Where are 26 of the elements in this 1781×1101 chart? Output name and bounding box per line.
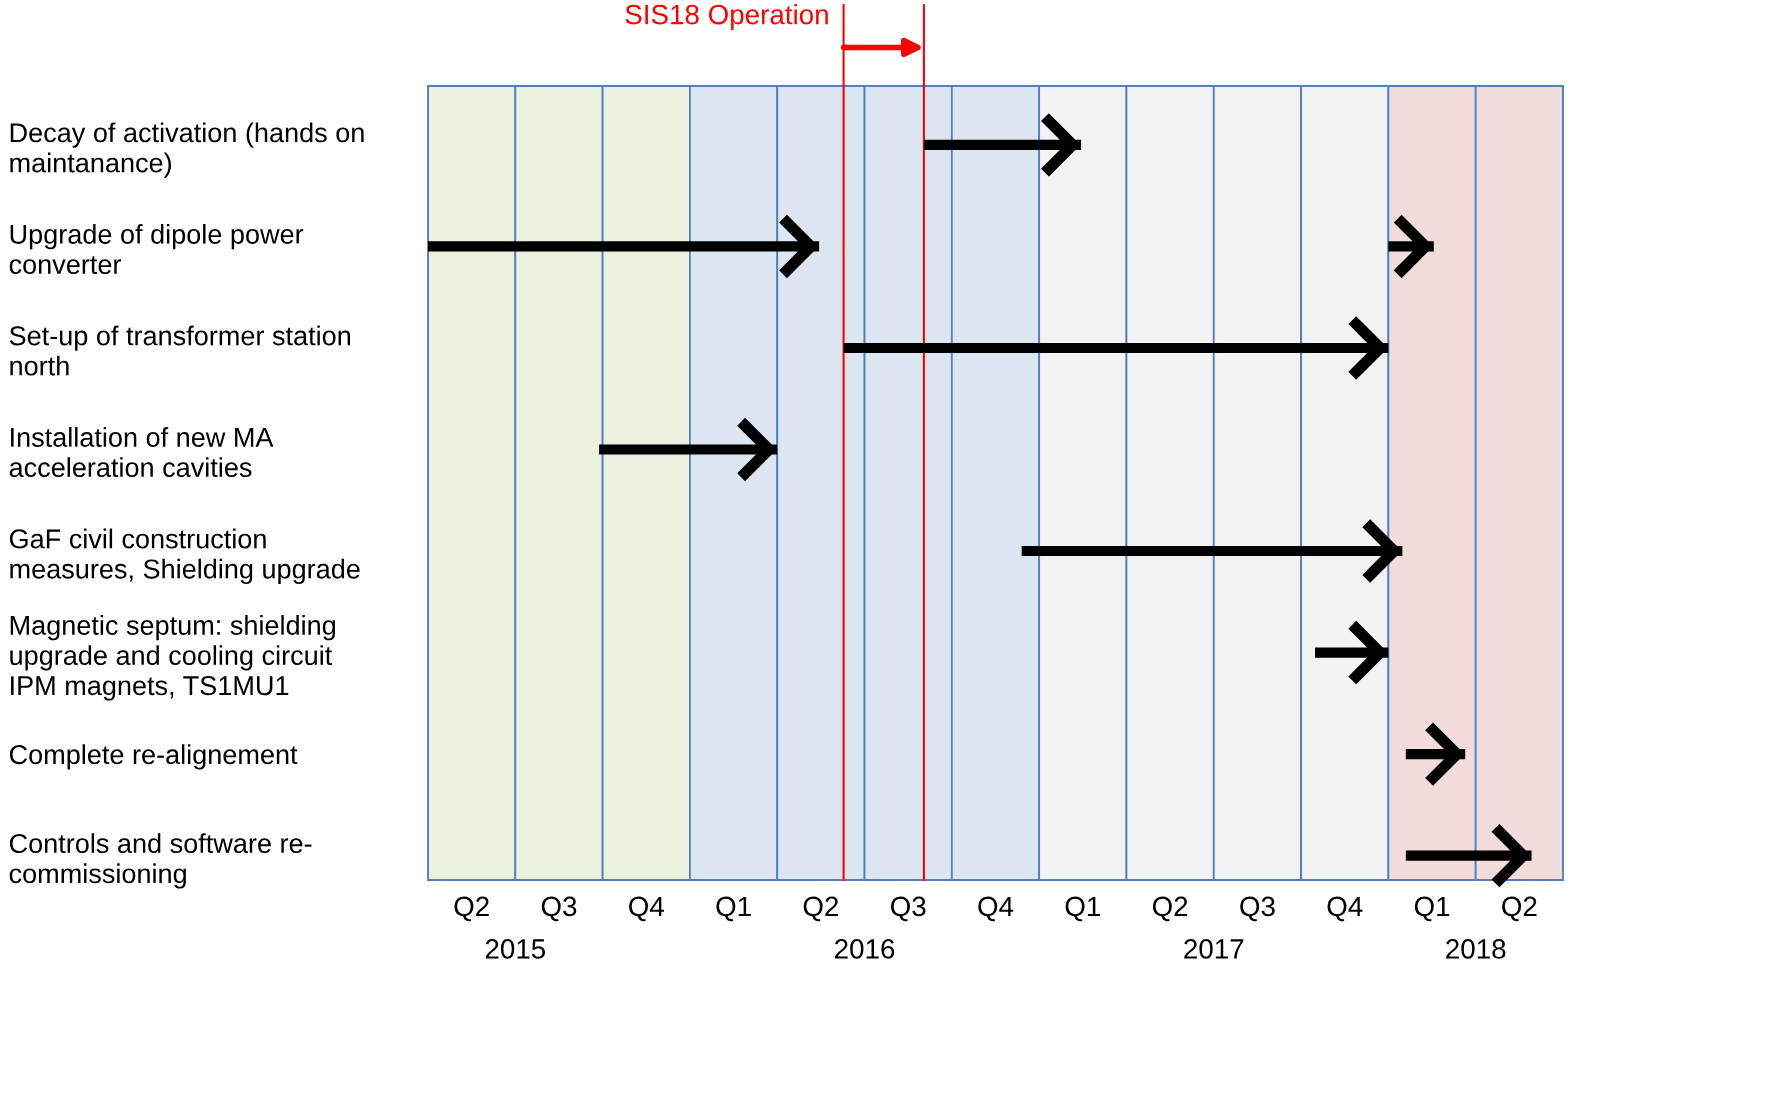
band-label: Q4 (1327, 896, 1363, 922)
y-tick-label: Magnetic septum: shielding upgrade and cooling circuit IPM magnets, TS1MU1 (10, 615, 335, 701)
band-label: Q3 (541, 896, 577, 922)
band-label: Q3 (890, 896, 926, 922)
band-label: Q2 (1502, 896, 1537, 922)
band-label: Q1 (1414, 896, 1450, 922)
x-tick-label: 2017 (1184, 939, 1244, 959)
y-tick-label: GaF civil construction measures, Shielding upgrade (9, 528, 360, 584)
band-label: Q2 (1152, 896, 1188, 922)
band-label: Q1 (1065, 896, 1100, 922)
band-label: Q4 (978, 896, 1014, 922)
y-tick-label: Installation of new MA acceleration cavities (9, 427, 274, 478)
x-tick-label: 2016 (835, 939, 895, 959)
y-tick-label: Decay of activation (hands on maintanance) (10, 122, 364, 178)
ref-line-label: SIS18 Operation (625, 4, 828, 30)
y-tick-label: Set-up of transformer station north (9, 325, 351, 376)
band-label: Q2 (803, 896, 839, 922)
x-tick-label: 2015 (485, 939, 546, 959)
band-label: Q2 (454, 896, 489, 922)
band-label: Q4 (629, 896, 664, 922)
band-label: Q1 (716, 896, 751, 922)
band-label: Q3 (1240, 896, 1275, 922)
y-tick-label: Upgrade of dipole power converter (9, 223, 304, 275)
y-tick-label: Controls and software re- commissioning (9, 833, 312, 889)
x-tick-label: 2018 (1446, 939, 1506, 959)
y-tick-label: Complete re-alignement (9, 744, 298, 770)
